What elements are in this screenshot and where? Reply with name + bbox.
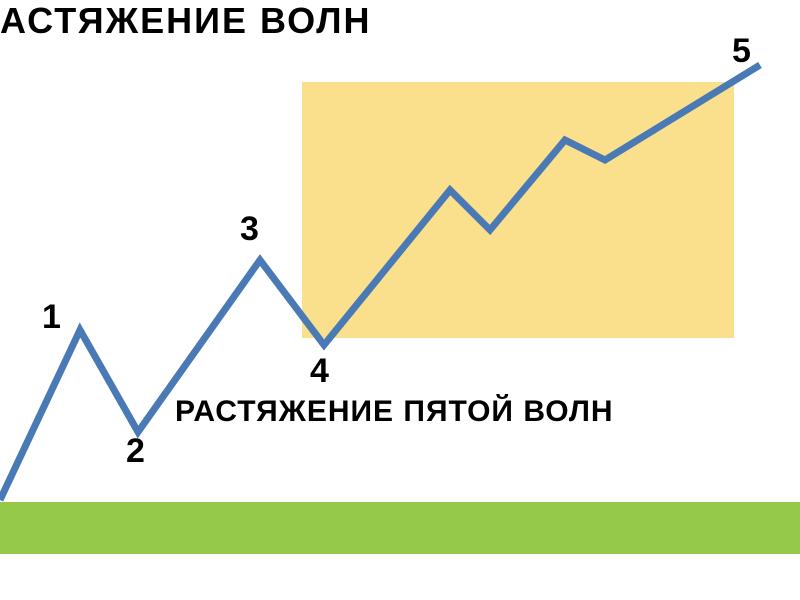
- subtitle: РАСТЯЖЕНИЕ ПЯТОЙ ВОЛН: [175, 395, 614, 429]
- wave-label-1: 1: [42, 298, 61, 337]
- wave-label-5: 5: [732, 32, 751, 71]
- wave-label-2: 2: [126, 432, 145, 471]
- wave-label-4: 4: [310, 352, 329, 391]
- diagram-canvas: АСТЯЖЕНИЕ ВОЛН РАСТЯЖЕНИЕ ПЯТОЙ ВОЛН 1 2 3 4 5: [0, 0, 800, 600]
- elliott-wave-line: [0, 0, 800, 600]
- wave-label-3: 3: [240, 210, 259, 249]
- page-title: АСТЯЖЕНИЕ ВОЛН: [0, 0, 372, 42]
